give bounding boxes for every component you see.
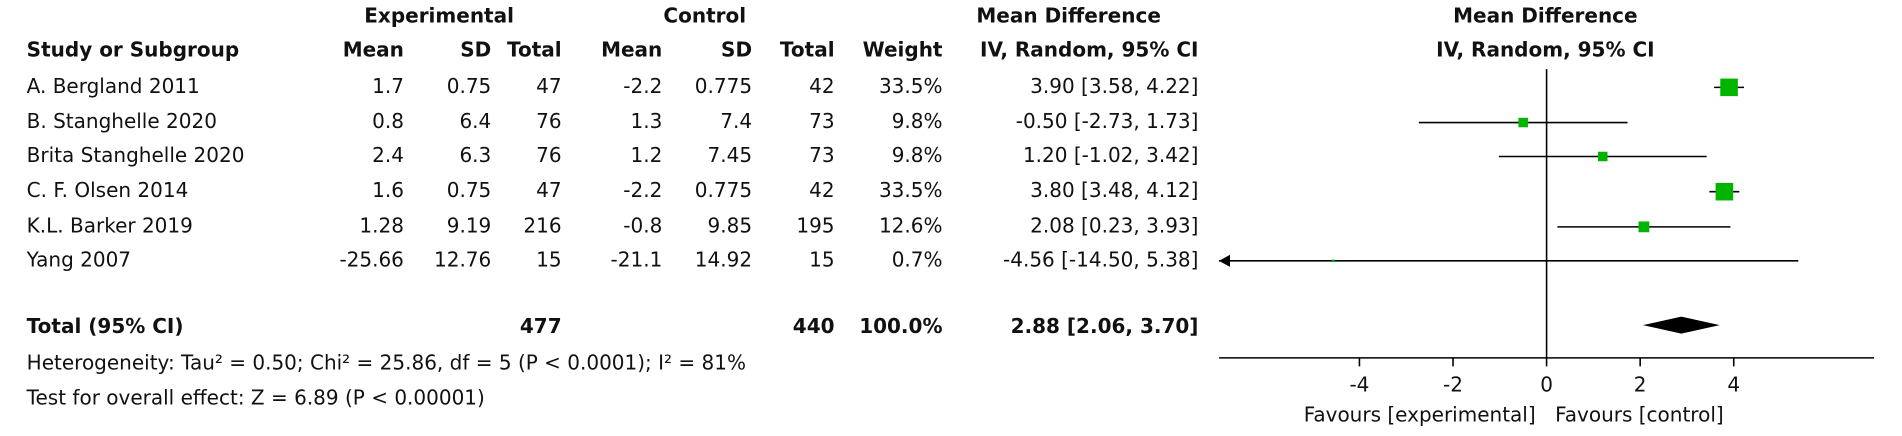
table-cell: 1.6: [372, 178, 404, 202]
table-cell: 1.20 [-1.02, 3.42]: [1023, 143, 1199, 167]
table-cell: 7.4: [720, 109, 752, 133]
table-cell: 12.6%: [879, 213, 943, 237]
table-cell: 7.45: [708, 143, 753, 167]
group-header: Experimental: [364, 4, 514, 28]
table-cell: Brita Stanghelle 2020: [27, 143, 245, 167]
table-cell: 15: [536, 247, 561, 271]
heterogeneity: Heterogeneity: Tau² = 0.50; Chi² = 25.86…: [27, 350, 746, 374]
table-cell: 9.8%: [892, 143, 943, 167]
x-tick-label: 0: [1540, 372, 1553, 396]
table-cell: 73: [809, 109, 834, 133]
total-cell: 477: [520, 314, 562, 338]
table-cell: 14.92: [695, 247, 752, 271]
table-cell: Yang 2007: [26, 247, 131, 271]
table-cell: A. Bergland 2011: [27, 74, 200, 98]
chart-title: Mean Difference: [1453, 4, 1637, 28]
table-cell: 76: [536, 109, 561, 133]
chart-subtitle: IV, Random, 95% CI: [1436, 37, 1654, 61]
column-header: Total: [780, 37, 835, 61]
table-cell: 15: [809, 247, 834, 271]
table-cell: C. F. Olsen 2014: [27, 178, 189, 202]
table-cell: 73: [809, 143, 834, 167]
table-cell: 1.7: [372, 74, 404, 98]
table-cell: 9.85: [708, 213, 753, 237]
column-header: Mean: [601, 37, 662, 61]
column-header: SD: [721, 37, 752, 61]
table-cell: 3.90 [3.58, 4.22]: [1030, 74, 1198, 98]
table-cell: 47: [536, 178, 561, 202]
group-header: Mean Difference: [976, 4, 1160, 28]
table-cell: 195: [796, 213, 834, 237]
column-header: Study or Subgroup: [27, 37, 240, 61]
x-tick-label: 4: [1727, 372, 1740, 396]
x-tick-label: -4: [1349, 372, 1369, 396]
estimate: [1597, 151, 1608, 162]
table-cell: 6.4: [459, 109, 491, 133]
table-cell: 0.7%: [892, 247, 943, 271]
estimate: [1720, 78, 1738, 97]
table-cell: -25.66: [339, 247, 403, 271]
table-cell: -2.2: [623, 178, 662, 202]
table-cell: B. Stanghelle 2020: [27, 109, 217, 133]
group-header: Control: [663, 4, 746, 28]
table-cell: 0.75: [447, 178, 492, 202]
estimate: [1715, 182, 1734, 201]
table-cell: 2.4: [372, 143, 404, 167]
table-cell: 2.08 [0.23, 3.93]: [1030, 213, 1198, 237]
table-cell: 9.8%: [892, 109, 943, 133]
column-header: Weight: [863, 37, 943, 61]
total-cell: 100.0%: [859, 314, 942, 338]
column-header: SD: [460, 37, 491, 61]
estimate: [1638, 221, 1650, 233]
column-header: Mean: [343, 37, 404, 61]
total-label: Total (95% CI): [27, 314, 184, 338]
table-cell: K.L. Barker 2019: [27, 213, 193, 237]
estimate: [1518, 117, 1528, 128]
table-cell: -21.1: [611, 247, 663, 271]
total-cell: 2.88 [2.06, 3.70]: [1011, 314, 1199, 338]
table-cell: 3.80 [3.48, 4.12]: [1030, 178, 1198, 202]
table-cell: -4.56 [-14.50, 5.38]: [1003, 247, 1198, 271]
table-cell: 42: [809, 74, 834, 98]
table-cell: 47: [536, 74, 561, 98]
table-cell: 0.75: [447, 74, 492, 98]
table-cell: 9.19: [447, 213, 492, 237]
estimate: [1331, 259, 1335, 263]
x-label-left: Favours [experimental]: [1304, 403, 1536, 427]
table-cell: 0.8: [372, 109, 404, 133]
table-cell: 33.5%: [879, 178, 943, 202]
table-cell: 12.76: [434, 247, 491, 271]
total-cell: 440: [793, 314, 835, 338]
table-cell: 0.775: [695, 74, 752, 98]
table-cell: -0.8: [623, 213, 662, 237]
table-cell: 76: [536, 143, 561, 167]
table-cell: 1.3: [630, 109, 662, 133]
x-label-right: Favours [control]: [1555, 403, 1724, 427]
table-cell: 1.28: [359, 213, 404, 237]
column-header: Total: [507, 37, 562, 61]
table-cell: 0.775: [695, 178, 752, 202]
table-cell: 6.3: [459, 143, 491, 167]
column-header: IV, Random, 95% CI: [980, 37, 1198, 61]
x-tick-label: -2: [1443, 372, 1463, 396]
ci-arrow: [1219, 254, 1230, 267]
table-cell: 216: [523, 213, 561, 237]
table-cell: 1.2: [630, 143, 662, 167]
total-diamond: [1642, 316, 1720, 334]
table-cell: -2.2: [623, 74, 662, 98]
overall-effect: Test for overall effect: Z = 6.89 (P < 0…: [26, 386, 485, 410]
table-cell: 42: [809, 178, 834, 202]
table-cell: 33.5%: [879, 74, 943, 98]
table-cell: -0.50 [-2.73, 1.73]: [1016, 109, 1199, 133]
x-tick-label: 2: [1634, 372, 1647, 396]
